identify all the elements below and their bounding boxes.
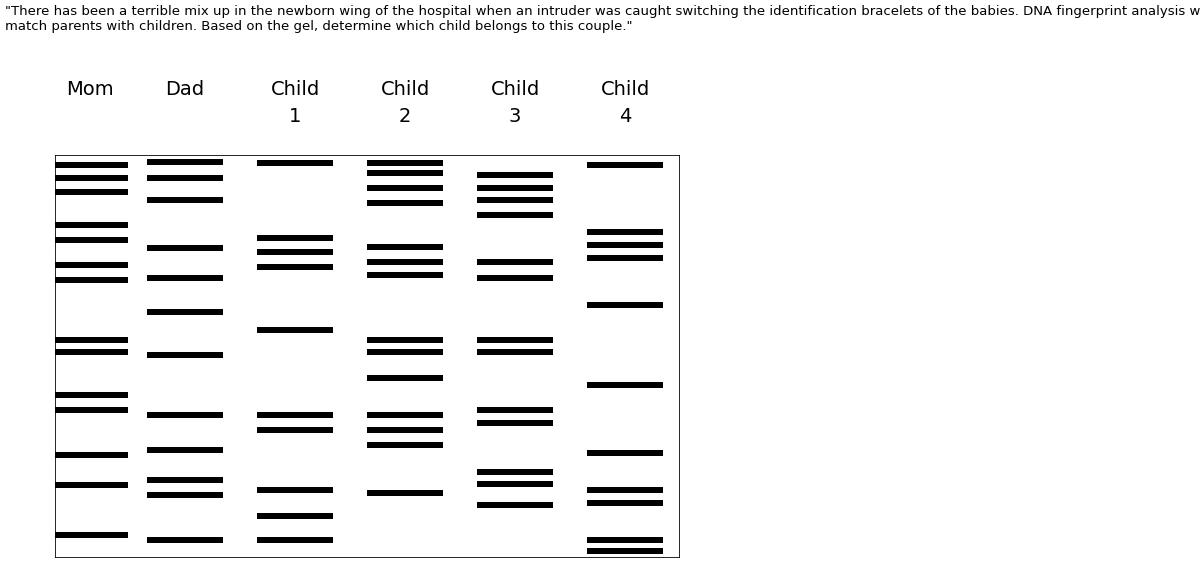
Bar — [587, 450, 662, 456]
Bar — [587, 382, 662, 388]
Bar — [367, 259, 443, 265]
Bar — [587, 548, 662, 554]
Bar — [367, 272, 443, 278]
Bar — [367, 337, 443, 343]
Bar — [478, 349, 553, 355]
Text: 4: 4 — [619, 107, 631, 126]
Text: Mom: Mom — [66, 80, 114, 99]
Bar — [367, 427, 443, 433]
Bar — [478, 407, 553, 413]
Bar — [148, 159, 223, 165]
Bar — [478, 469, 553, 475]
Bar — [367, 412, 443, 418]
Bar — [257, 427, 334, 433]
Bar — [148, 309, 223, 315]
Bar — [257, 513, 334, 519]
Bar — [52, 237, 128, 243]
Bar — [257, 327, 334, 333]
Bar — [148, 537, 223, 543]
Bar — [52, 349, 128, 355]
Bar — [257, 487, 334, 493]
Bar — [367, 244, 443, 250]
Bar — [148, 275, 223, 281]
Bar — [52, 532, 128, 538]
Bar — [52, 337, 128, 343]
Bar — [478, 172, 553, 178]
Bar — [587, 255, 662, 261]
Bar — [257, 249, 334, 255]
Bar — [148, 447, 223, 453]
Text: 1: 1 — [289, 107, 301, 126]
Bar — [148, 477, 223, 483]
Bar — [52, 407, 128, 413]
Bar — [367, 185, 443, 191]
Bar — [367, 200, 443, 206]
Bar — [367, 442, 443, 448]
Bar — [148, 175, 223, 181]
Bar — [478, 185, 553, 191]
Bar — [148, 352, 223, 358]
Bar — [478, 197, 553, 203]
Bar — [478, 502, 553, 508]
Bar — [478, 420, 553, 426]
Bar — [52, 175, 128, 181]
Bar — [52, 222, 128, 228]
Text: Dad: Dad — [166, 80, 204, 99]
Bar — [587, 537, 662, 543]
Bar — [52, 277, 128, 283]
Bar — [52, 189, 128, 195]
Bar — [587, 302, 662, 308]
Bar — [478, 259, 553, 265]
Bar — [257, 235, 334, 241]
Bar — [587, 242, 662, 248]
Text: 2: 2 — [398, 107, 412, 126]
Text: Child: Child — [600, 80, 649, 99]
Bar — [52, 482, 128, 488]
Bar — [478, 275, 553, 281]
Bar — [52, 452, 128, 458]
Bar — [367, 160, 443, 166]
Text: Child: Child — [270, 80, 319, 99]
Text: 3: 3 — [509, 107, 521, 126]
Bar — [52, 262, 128, 268]
Bar — [587, 500, 662, 506]
Bar — [52, 392, 128, 398]
Bar — [587, 487, 662, 493]
Bar — [478, 337, 553, 343]
Text: "There has been a terrible mix up in the newborn wing of the hospital when an in: "There has been a terrible mix up in the… — [5, 5, 1200, 33]
Bar — [587, 229, 662, 235]
Bar — [367, 490, 443, 496]
Bar — [478, 212, 553, 218]
Bar — [148, 412, 223, 418]
Bar — [257, 537, 334, 543]
Bar — [478, 481, 553, 487]
Bar — [257, 160, 334, 166]
Bar — [148, 492, 223, 498]
Text: Child: Child — [380, 80, 430, 99]
Bar — [148, 245, 223, 251]
Bar — [367, 170, 443, 176]
Bar — [148, 197, 223, 203]
Bar — [587, 162, 662, 168]
Bar — [52, 162, 128, 168]
Bar — [367, 349, 443, 355]
Text: Child: Child — [491, 80, 540, 99]
Bar — [367, 375, 443, 381]
Bar — [257, 412, 334, 418]
Bar — [257, 264, 334, 270]
